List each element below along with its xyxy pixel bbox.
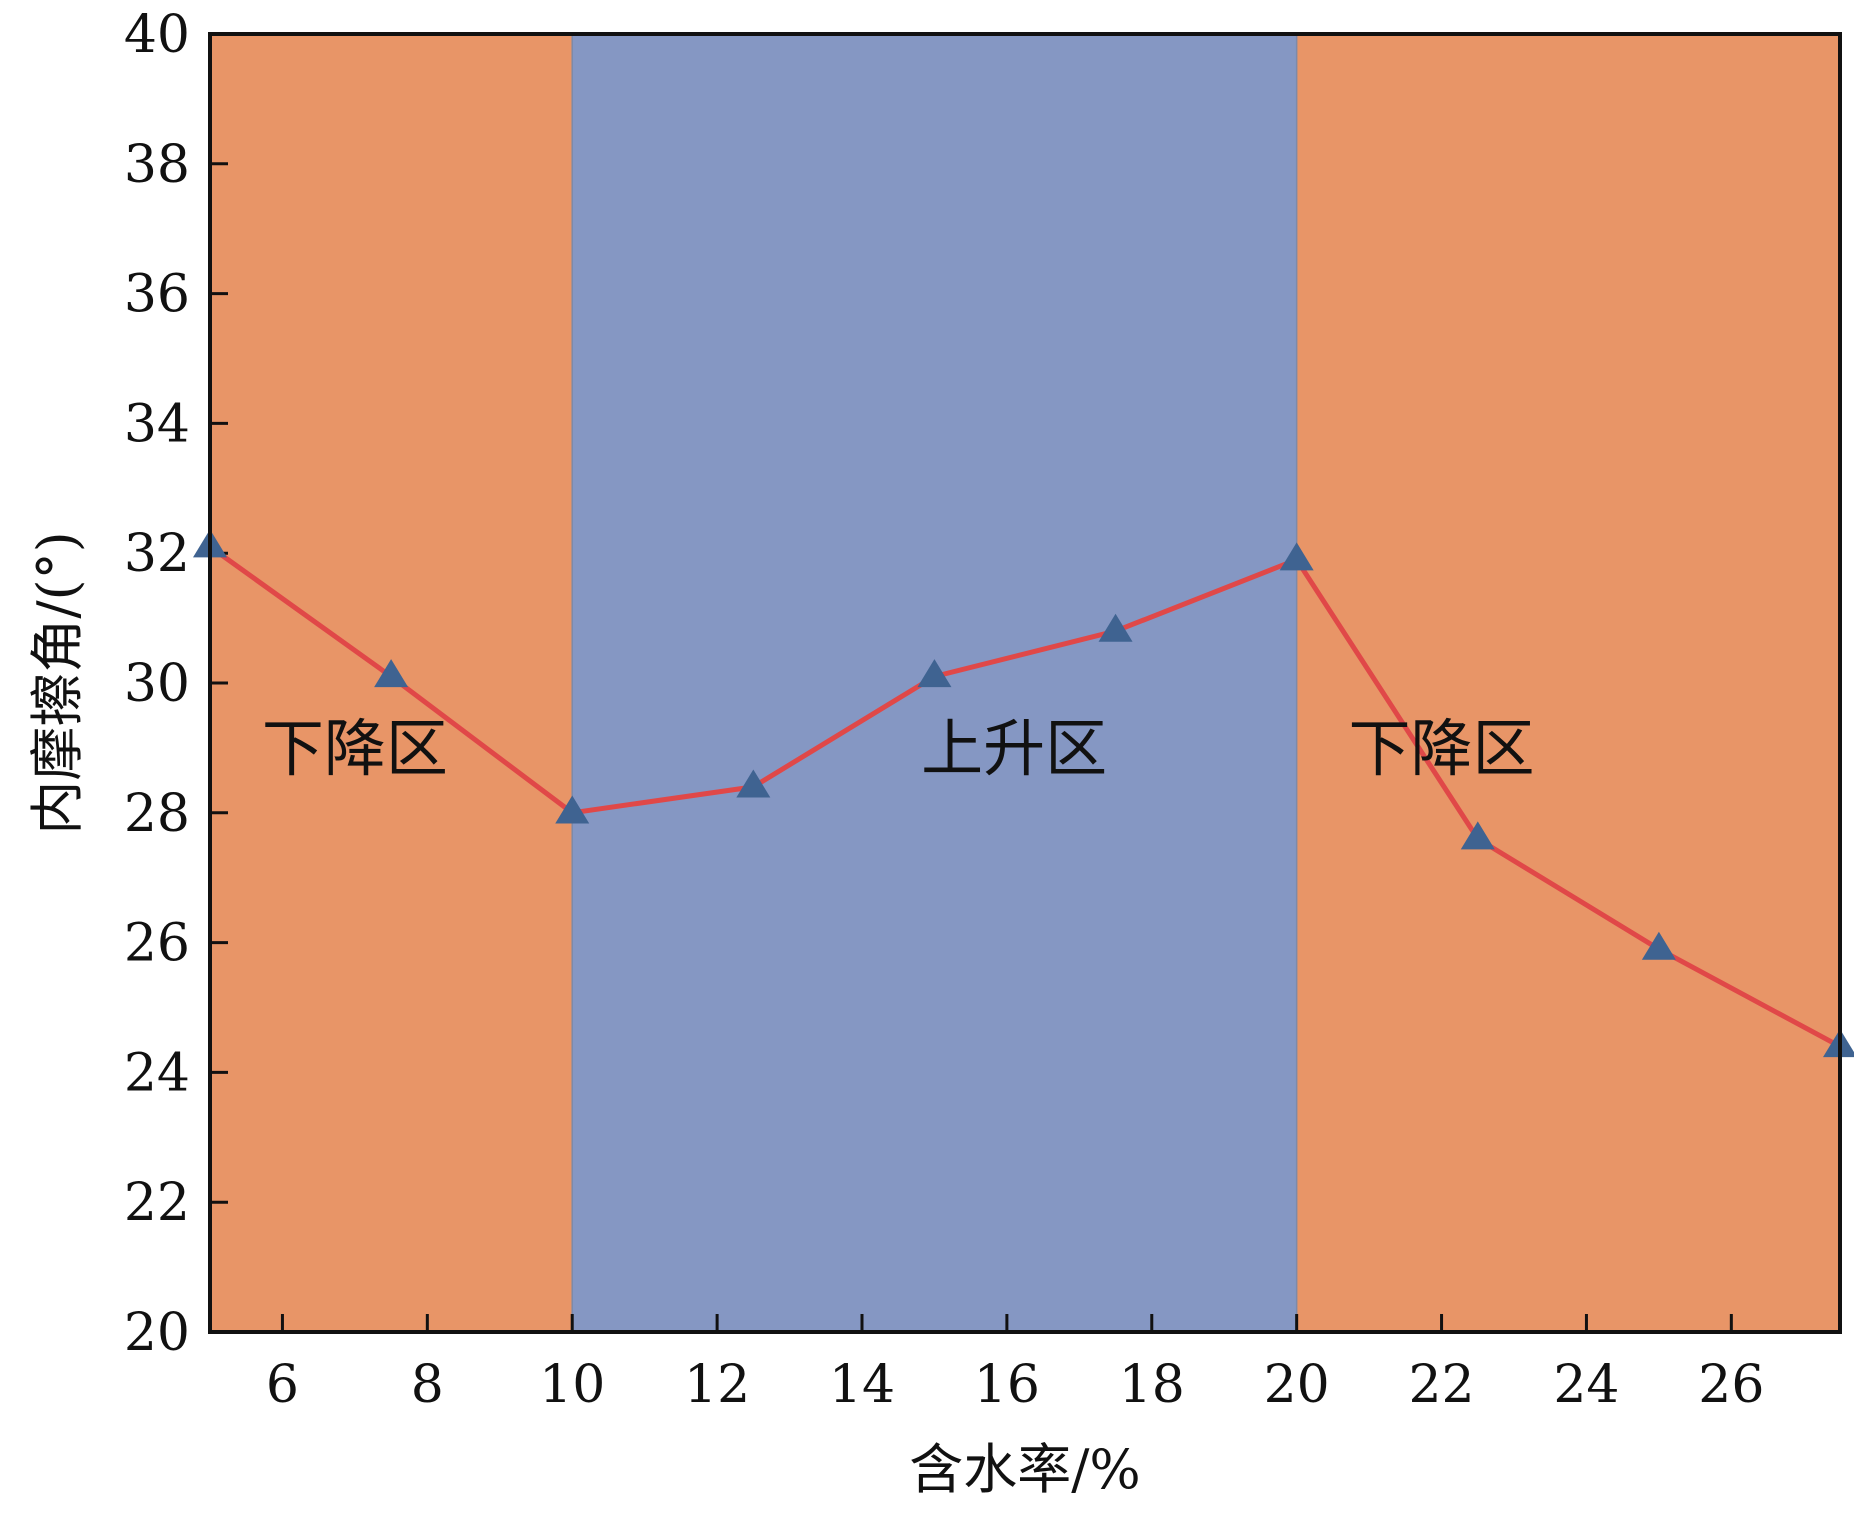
x-tick-label-4: 14 <box>829 1355 895 1415</box>
y-tick-label-1: 22 <box>124 1173 190 1233</box>
region-labels: 下降区 上升区 下降区 <box>262 712 1535 785</box>
y-axis-title: 内摩擦角/(°) <box>26 531 89 834</box>
data-point-4 <box>917 659 952 688</box>
region-label-0: 下降区 <box>262 712 448 785</box>
y-tick-label-0: 20 <box>124 1303 190 1363</box>
x-tick-label-6: 18 <box>1119 1355 1185 1415</box>
series-0-line <box>208 544 1842 1049</box>
data-point-2 <box>555 795 590 824</box>
x-tick-label-9: 24 <box>1553 1355 1619 1415</box>
y-tick-label-2: 24 <box>124 1043 190 1103</box>
region-label-1: 上升区 <box>921 712 1107 785</box>
x-tick-labels: 6 8 10 12 14 16 18 20 22 24 26 <box>266 1355 1765 1415</box>
y-tick-labels: 20 22 24 26 28 30 32 34 36 38 40 <box>124 5 190 1363</box>
data-point-6 <box>1279 542 1314 571</box>
x-tick-label-8: 22 <box>1408 1355 1474 1415</box>
y-tick-label-5: 30 <box>124 654 190 714</box>
region-2 <box>1296 34 1840 1332</box>
y-tick-label-10: 40 <box>124 5 190 65</box>
x-tick-label-3: 12 <box>684 1355 750 1415</box>
y-tick-label-4: 28 <box>124 784 190 844</box>
data-point-3 <box>736 769 771 798</box>
x-tick-label-7: 20 <box>1264 1355 1330 1415</box>
y-tick-label-3: 26 <box>124 914 190 974</box>
x-tick-label-1: 8 <box>411 1355 444 1415</box>
region-label-2: 下降区 <box>1349 712 1535 785</box>
x-tick-label-5: 16 <box>974 1355 1040 1415</box>
plot-frame <box>208 32 1842 1334</box>
x-tick-label-10: 26 <box>1698 1355 1764 1415</box>
data-point-1 <box>374 659 409 688</box>
data-point-8 <box>1641 931 1676 960</box>
y-tick-label-9: 38 <box>124 135 190 195</box>
y-tick-label-7: 34 <box>124 394 190 454</box>
x-tick-label-2: 10 <box>539 1355 605 1415</box>
background-regions <box>210 34 1840 1332</box>
data-point-5 <box>1098 613 1133 642</box>
data-point-7 <box>1460 821 1495 850</box>
x-axis-title: 含水率/% <box>909 1438 1141 1501</box>
y-tick-label-6: 32 <box>124 524 190 584</box>
data-series <box>193 529 1854 1058</box>
x-tick-label-0: 6 <box>266 1355 299 1415</box>
y-tick-label-8: 36 <box>124 265 190 325</box>
